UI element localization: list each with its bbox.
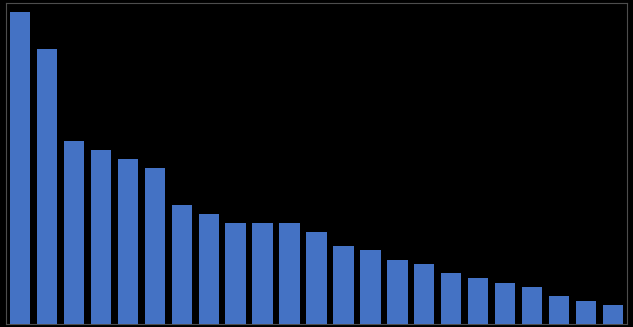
Bar xyxy=(279,223,299,324)
Bar xyxy=(225,223,246,324)
Bar xyxy=(468,278,489,324)
Bar xyxy=(199,214,219,324)
Bar xyxy=(37,49,57,324)
Bar xyxy=(549,296,569,324)
Bar xyxy=(64,141,84,324)
Bar xyxy=(118,159,138,324)
Bar xyxy=(9,12,30,324)
Bar xyxy=(603,305,624,324)
Bar xyxy=(522,287,542,324)
Bar xyxy=(306,232,327,324)
Bar xyxy=(334,246,354,324)
Bar xyxy=(441,273,461,324)
Bar xyxy=(495,283,515,324)
Bar xyxy=(387,260,408,324)
Bar xyxy=(414,264,434,324)
Bar xyxy=(253,223,273,324)
Bar xyxy=(172,205,192,324)
Bar xyxy=(576,301,596,324)
Bar xyxy=(360,250,380,324)
Bar xyxy=(144,168,165,324)
Bar xyxy=(91,150,111,324)
